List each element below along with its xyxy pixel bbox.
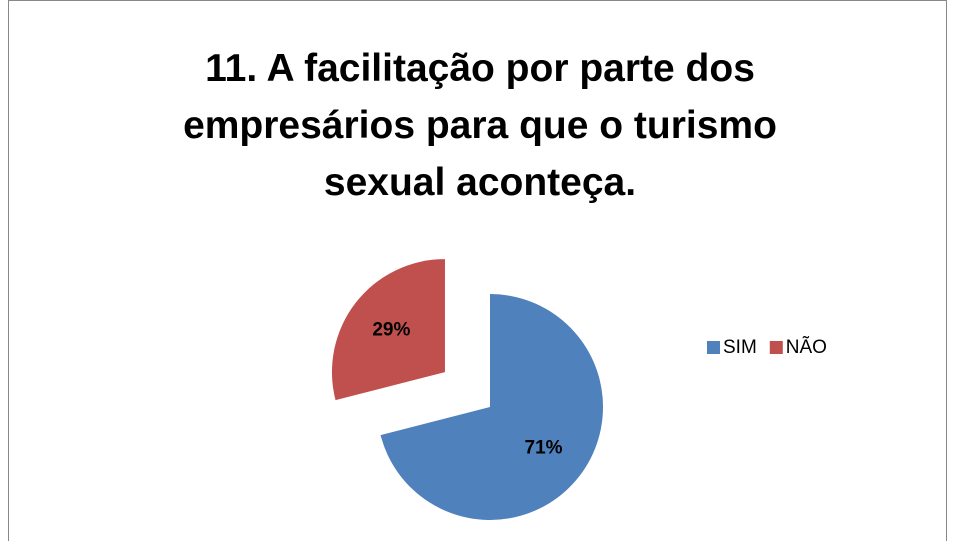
chart-title: 11. A facilitação por parte dos empresár… — [183, 47, 777, 204]
data-label: 71% — [525, 438, 563, 459]
legend-label: NÃO — [786, 336, 827, 358]
legend-swatch — [707, 341, 720, 354]
pie-slice — [331, 259, 445, 401]
legend-label: SIM — [723, 337, 757, 358]
legend-swatch — [769, 341, 783, 354]
data-label: 29% — [372, 320, 410, 341]
pie-slice — [380, 294, 603, 520]
